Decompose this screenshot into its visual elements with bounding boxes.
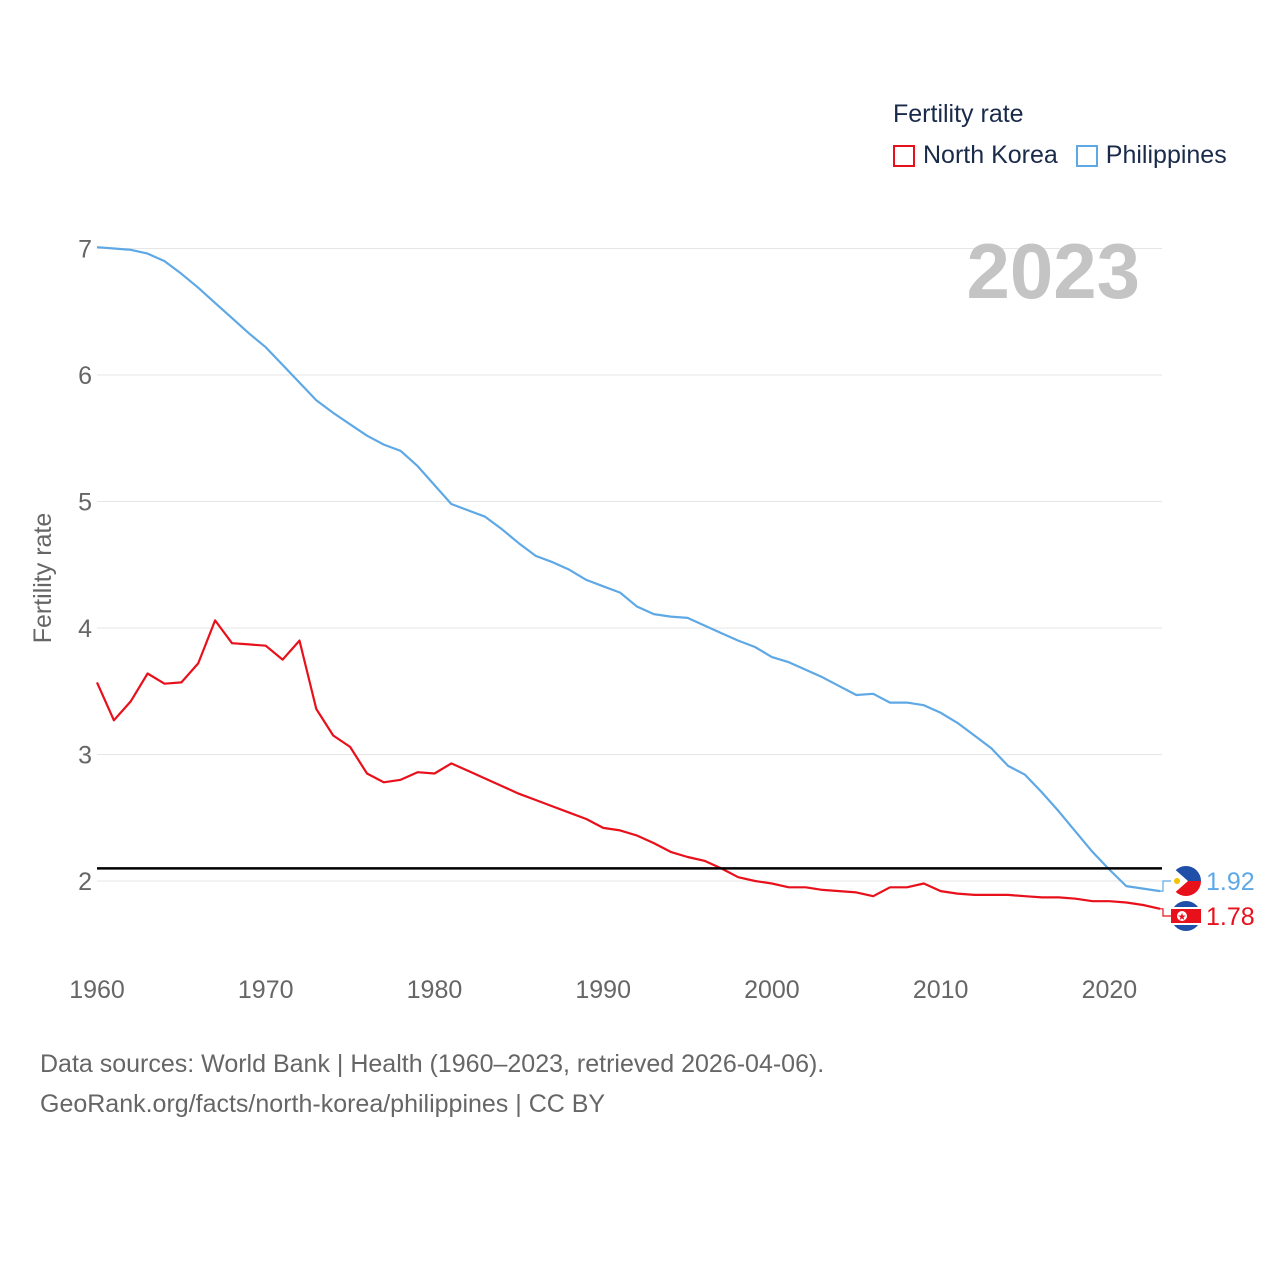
legend-item-philippines[interactable]: Philippines xyxy=(1075,141,1227,170)
x-tick-label-1970: 1970 xyxy=(238,976,294,1004)
legend-title: Fertility rate xyxy=(893,100,1024,128)
legend-label-philippines: Philippines xyxy=(1105,141,1227,169)
x-tick-label-1960: 1960 xyxy=(69,976,125,1004)
end-value-label-north-korea: 1.78 xyxy=(1206,903,1255,931)
legend-swatch-philippines xyxy=(1075,144,1098,167)
footer-sources: Data sources: World Bank | Health (1960–… xyxy=(40,1050,825,1078)
series-line-philippines xyxy=(96,246,1161,893)
current-year-label: 2023 xyxy=(966,227,1140,315)
footer: Data sources: World Bank | Health (1960–… xyxy=(40,1044,824,1124)
end-connector-philippines xyxy=(1160,880,1172,892)
flag-north-korea-disc-icon xyxy=(1177,911,1187,921)
legend-swatch-north-korea xyxy=(893,144,915,167)
x-tick-label-1980: 1980 xyxy=(407,976,463,1004)
legend-label-north-korea: North Korea xyxy=(923,141,1058,169)
legend-item-north-korea[interactable]: North Korea xyxy=(893,141,1058,170)
legend: North Korea Philippines xyxy=(893,141,1245,170)
y-axis-label: Fertility rate xyxy=(29,513,57,644)
y-tick-label-6: 6 xyxy=(78,362,92,390)
x-tick-label-1990: 1990 xyxy=(575,976,631,1004)
end-value-label-philippines: 1.92 xyxy=(1206,868,1255,896)
y-tick-label-5: 5 xyxy=(78,489,92,517)
footer-attribution[interactable]: GeoRank.org/facts/north-korea/philippine… xyxy=(40,1090,606,1118)
y-tick-label-3: 3 xyxy=(78,742,92,770)
y-tick-label-4: 4 xyxy=(78,615,92,643)
y-tick-label-2: 2 xyxy=(78,868,92,896)
end-connector-north-korea xyxy=(1160,908,1172,917)
y-tick-label-7: 7 xyxy=(78,236,92,264)
x-tick-label-2010: 2010 xyxy=(913,976,969,1004)
flag-philippines-sun-icon xyxy=(1174,878,1180,884)
flag-north-korea-star-icon: ★ xyxy=(1178,912,1187,923)
x-tick-label-2000: 2000 xyxy=(744,976,800,1004)
series-line-north-korea xyxy=(95,619,1161,910)
x-tick-label-2020: 2020 xyxy=(1082,976,1138,1004)
